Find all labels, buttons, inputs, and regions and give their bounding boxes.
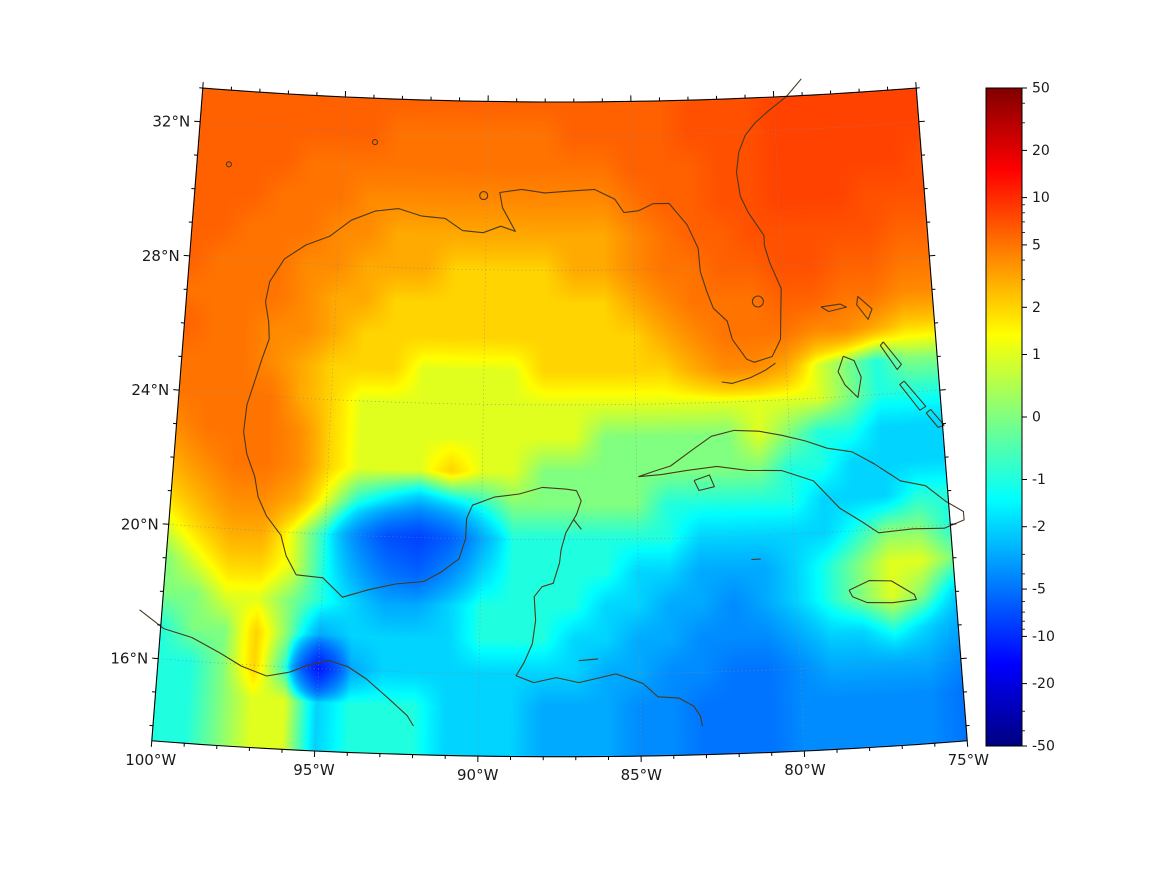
lake-outline xyxy=(371,139,379,146)
colorbar-tick-label: 20 xyxy=(1032,143,1050,159)
lon-tick-label: 95°W xyxy=(293,761,335,779)
colorbar-tick-label: 10 xyxy=(1032,190,1050,206)
axis-labels: 32°N 28°N 24°N 20°N 16°N 100°W 95°W 90°W 85°W 80°… xyxy=(110,113,990,784)
colorbar-tick-label: -50 xyxy=(1032,739,1055,755)
graticule-parallel xyxy=(200,121,919,137)
lat-tick-label: 16°N xyxy=(110,650,148,668)
axis-tick xyxy=(150,740,153,747)
colorbar-tick-label: -10 xyxy=(1032,629,1055,645)
lon-tick-label: 100°W xyxy=(125,751,176,769)
graticule-parallel xyxy=(179,389,940,406)
graticule-parallel xyxy=(189,255,930,271)
coastline xyxy=(820,303,847,313)
graticule-meridian xyxy=(630,101,642,757)
colorbar-tick-label: -5 xyxy=(1032,582,1046,598)
lat-tick-label: 32°N xyxy=(152,113,190,131)
axis-tick xyxy=(939,389,946,391)
coastlines xyxy=(139,78,965,727)
coastline xyxy=(856,295,873,320)
coastline xyxy=(573,519,582,530)
lon-tick-label: 90°W xyxy=(457,766,499,784)
coastline xyxy=(848,580,917,604)
axis-tick xyxy=(152,657,159,660)
colorbar-tick-label: 1 xyxy=(1032,347,1041,363)
lon-tick-label: 75°W xyxy=(948,751,990,769)
lon-tick-label: 80°W xyxy=(784,761,826,779)
graticule-meridian xyxy=(773,96,805,752)
axis-tick xyxy=(929,254,936,257)
coastline xyxy=(578,658,599,662)
axis-tick xyxy=(173,389,180,391)
coastline xyxy=(693,474,715,492)
lat-tick-label: 28°N xyxy=(142,247,180,265)
coastline xyxy=(899,380,927,411)
colorbar-tick-label: 50 xyxy=(1032,81,1050,97)
colorbar-tick-label: 0 xyxy=(1032,410,1041,426)
lake-outline xyxy=(751,295,764,308)
colorbar-tick-label: -1 xyxy=(1032,472,1046,488)
coastline xyxy=(721,362,776,384)
graticule xyxy=(151,88,968,757)
colorbar-tick-label: 5 xyxy=(1032,237,1041,253)
coastline xyxy=(139,609,414,727)
colorbar-tick-label: 2 xyxy=(1032,300,1041,316)
coastline xyxy=(925,408,945,428)
coastline xyxy=(638,429,965,534)
lat-tick-label: 20°N xyxy=(121,515,159,533)
colorbar-tick-label: -2 xyxy=(1032,519,1046,535)
map-boundary xyxy=(151,87,968,758)
axis-ticks xyxy=(149,82,970,763)
axis-tick xyxy=(960,657,967,660)
lat-tick-label: 24°N xyxy=(131,381,169,399)
colorbar-gradient xyxy=(985,87,1023,747)
lake-outline xyxy=(479,191,489,201)
graticule-meridian xyxy=(314,96,346,752)
lon-tick-label: 85°W xyxy=(621,766,663,784)
colorbar-tick-label: -20 xyxy=(1032,676,1055,692)
coastline xyxy=(296,486,703,727)
coastline xyxy=(837,355,862,399)
graticule-parallel xyxy=(158,658,961,675)
coastline xyxy=(243,78,802,576)
axis-tick xyxy=(183,254,190,257)
graticule-parallel xyxy=(168,523,951,540)
lake-outline xyxy=(225,161,232,168)
axis-tick xyxy=(966,740,969,747)
coastline xyxy=(879,341,902,371)
